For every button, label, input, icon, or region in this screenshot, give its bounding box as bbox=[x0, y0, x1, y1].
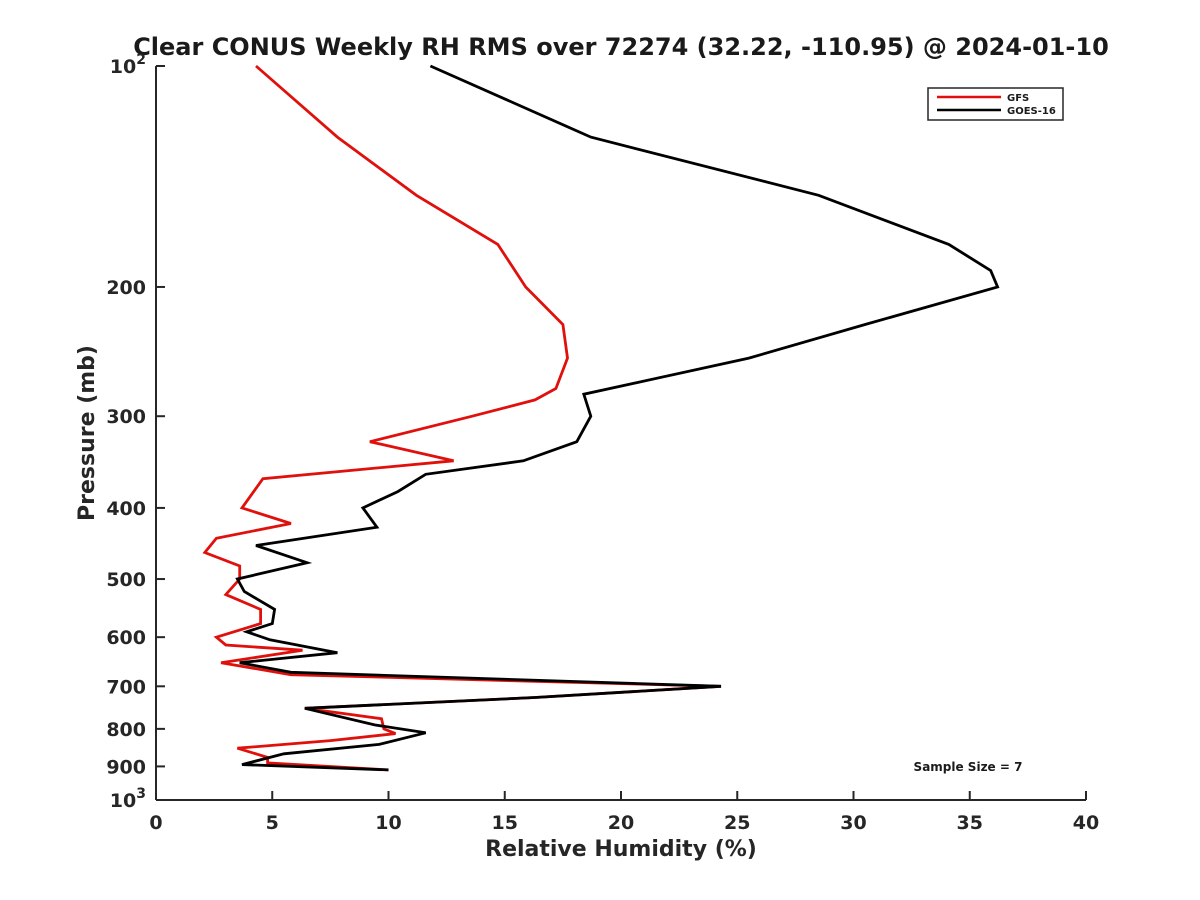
y-tick-label: 900 bbox=[106, 756, 146, 778]
y-tick-label: 800 bbox=[106, 719, 146, 741]
legend: GFS GOES-16 bbox=[927, 87, 1064, 121]
y-tick-label: 500 bbox=[106, 569, 146, 591]
chart-title: Clear CONUS Weekly RH RMS over 72274 (32… bbox=[133, 33, 1109, 61]
y-tick-label: 400 bbox=[106, 498, 146, 520]
y-tick-label: 103 bbox=[110, 786, 146, 812]
y-tick-label: 102 bbox=[110, 52, 146, 78]
y-tick-label: 700 bbox=[106, 676, 146, 698]
legend-box bbox=[927, 87, 1064, 121]
x-tick-label: 25 bbox=[724, 812, 750, 834]
x-tick-label: 0 bbox=[149, 812, 162, 834]
x-axis-label: Relative Humidity (%) bbox=[485, 837, 757, 862]
legend-label-gfs: GFS bbox=[1007, 93, 1029, 104]
x-tick-label: 35 bbox=[957, 812, 983, 834]
y-tick-label: 200 bbox=[106, 277, 146, 299]
y-tick-label: 600 bbox=[106, 627, 146, 649]
x-tick-label: 5 bbox=[266, 812, 279, 834]
plot-area bbox=[155, 66, 1086, 801]
x-tick-label: 20 bbox=[608, 812, 634, 834]
x-tick-label: 40 bbox=[1073, 812, 1099, 834]
x-tick-label: 15 bbox=[492, 812, 518, 834]
legend-label-goes-16: GOES-16 bbox=[1007, 106, 1056, 117]
x-axis-ticks: 0 5 10 15 20 25 30 35 40 bbox=[149, 791, 1099, 834]
series-layer bbox=[202, 64, 1000, 772]
y-axis-ticks: 102 200 300 400 500 600 700 800 900 103 bbox=[106, 52, 165, 812]
y-tick-label: 300 bbox=[106, 406, 146, 428]
x-tick-label: 10 bbox=[375, 812, 401, 834]
series-line-gfs bbox=[202, 64, 722, 772]
sample-size-annotation: Sample Size = 7 bbox=[914, 760, 1023, 774]
series-line-goes-16 bbox=[235, 64, 1000, 772]
x-tick-label: 30 bbox=[840, 812, 866, 834]
y-axis-label: Pressure (mb) bbox=[75, 345, 100, 521]
